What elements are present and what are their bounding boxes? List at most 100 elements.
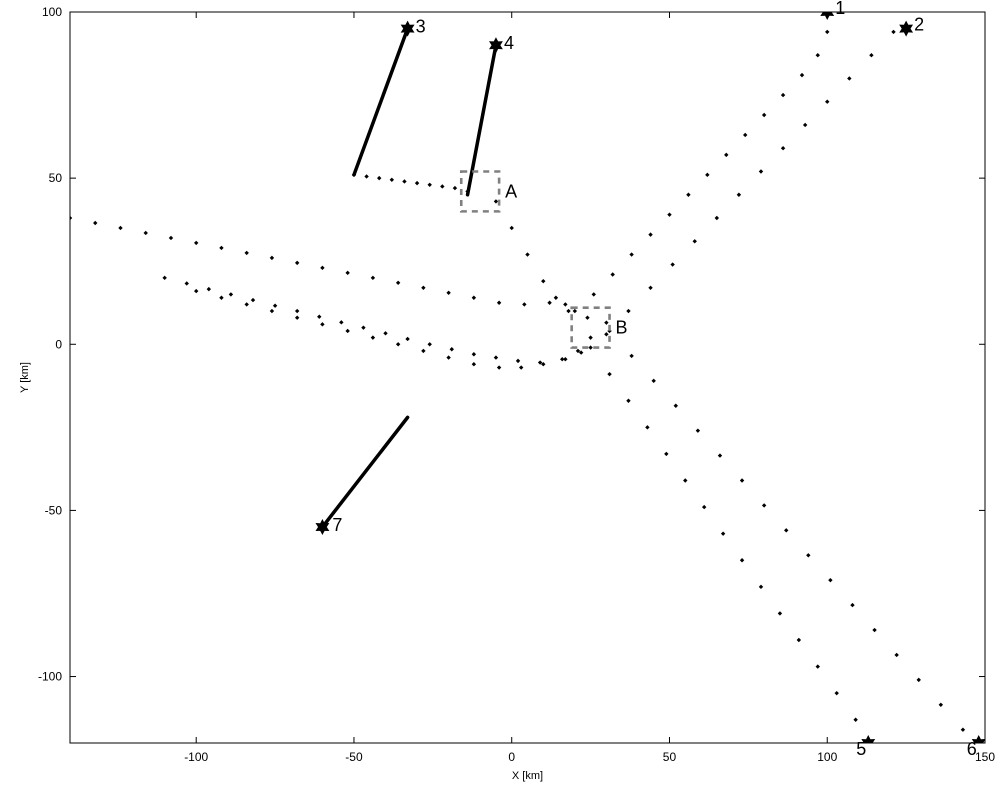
x-tick-label: -100 (184, 750, 208, 764)
endpoint-label: 7 (332, 515, 342, 535)
endpoint-label: 4 (504, 33, 514, 53)
trajectory-point (554, 296, 558, 300)
trajectory-point (762, 503, 766, 507)
trajectory-point (573, 309, 577, 313)
trajectory-point (472, 362, 476, 366)
trajectory-point (519, 365, 523, 369)
solid-segment (354, 29, 408, 175)
trajectory-point (781, 93, 785, 97)
trajectory-point (740, 478, 744, 482)
trajectory-point (626, 399, 630, 403)
y-tick-label: -50 (45, 503, 63, 517)
trajectory-point (724, 153, 728, 157)
x-tick-label: -50 (345, 750, 363, 764)
trajectory-point (718, 453, 722, 457)
trajectory-point (194, 241, 198, 245)
trajectory-point (364, 174, 368, 178)
endpoint-label: 6 (967, 739, 977, 759)
trajectory-point (674, 404, 678, 408)
trajectory-point (516, 359, 520, 363)
trajectory-point (525, 252, 529, 256)
trajectory-point (427, 342, 431, 346)
trajectory-point (800, 73, 804, 77)
plot-area (70, 12, 985, 743)
trajectory-point (118, 226, 122, 230)
endpoint-star (401, 21, 415, 37)
trajectory-point (604, 332, 608, 336)
trajectory-point (162, 276, 166, 280)
trajectory-point (320, 322, 324, 326)
trajectory-point (371, 335, 375, 339)
trajectory-point (588, 335, 592, 339)
trajectory-point (450, 347, 454, 351)
trajectory-point (396, 342, 400, 346)
trajectory-point (891, 30, 895, 34)
trajectory-point (472, 352, 476, 356)
trajectory-point (371, 276, 375, 280)
trajectory-point (816, 53, 820, 57)
trajectory-point (847, 76, 851, 80)
trajectory-point (295, 315, 299, 319)
trajectory-point (648, 286, 652, 290)
endpoint-label: 1 (835, 0, 845, 18)
trajectory-point (737, 193, 741, 197)
trajectory-point (194, 289, 198, 293)
endpoint-label: 5 (856, 739, 866, 759)
trajectory-point (169, 236, 173, 240)
trajectory-point (670, 262, 674, 266)
trajectory-point (563, 357, 567, 361)
trajectory-point (806, 553, 810, 557)
trajectory-point (648, 232, 652, 236)
trajectory-point (446, 291, 450, 295)
trajectory-point (592, 292, 596, 296)
trajectory-point (566, 309, 570, 313)
trajectory-point (825, 100, 829, 104)
trajectory-point (251, 298, 255, 302)
trajectory-point (917, 678, 921, 682)
trajectory-point (421, 349, 425, 353)
trajectory-point (828, 578, 832, 582)
trajectory-point (273, 304, 277, 308)
trajectory-point (762, 113, 766, 117)
trajectory-point (320, 266, 324, 270)
y-tick-label: 0 (55, 337, 62, 351)
trajectory-point (522, 302, 526, 306)
y-tick-label: 100 (42, 5, 62, 19)
x-axis-label: X [km] (512, 770, 543, 782)
solid-segment (468, 45, 496, 195)
trajectory-point (702, 505, 706, 509)
x-tick-label: 50 (663, 750, 677, 764)
trajectory-point (667, 212, 671, 216)
y-tick-label: -100 (38, 670, 62, 684)
trajectory-point (219, 246, 223, 250)
solid-segment (322, 417, 407, 527)
trajectory-point (803, 123, 807, 127)
trajectory-point (472, 296, 476, 300)
y-tick-label: 50 (49, 171, 63, 185)
trajectory-point (705, 173, 709, 177)
trajectory-point (229, 292, 233, 296)
trajectory-point (440, 184, 444, 188)
trajectory-point (563, 302, 567, 306)
trajectory-point (421, 286, 425, 290)
trajectory-point (585, 315, 589, 319)
trajectory-point (219, 296, 223, 300)
trajectory-point (339, 320, 343, 324)
trajectory-point (610, 272, 614, 276)
trajectory-point (740, 558, 744, 562)
trajectory-point (693, 239, 697, 243)
trajectory-point (759, 585, 763, 589)
trajectory-point (244, 251, 248, 255)
trajectory-point (402, 179, 406, 183)
trajectory-point (797, 638, 801, 642)
trajectory-point (645, 425, 649, 429)
trajectory-point (686, 193, 690, 197)
trajectory-point (68, 216, 72, 220)
trajectory-point (494, 199, 498, 203)
trajectory-point (427, 183, 431, 187)
trajectory-point (93, 221, 97, 225)
trajectory-point (446, 355, 450, 359)
trajectory-point (497, 301, 501, 305)
x-tick-label: 150 (975, 750, 995, 764)
trajectory-point (453, 186, 457, 190)
